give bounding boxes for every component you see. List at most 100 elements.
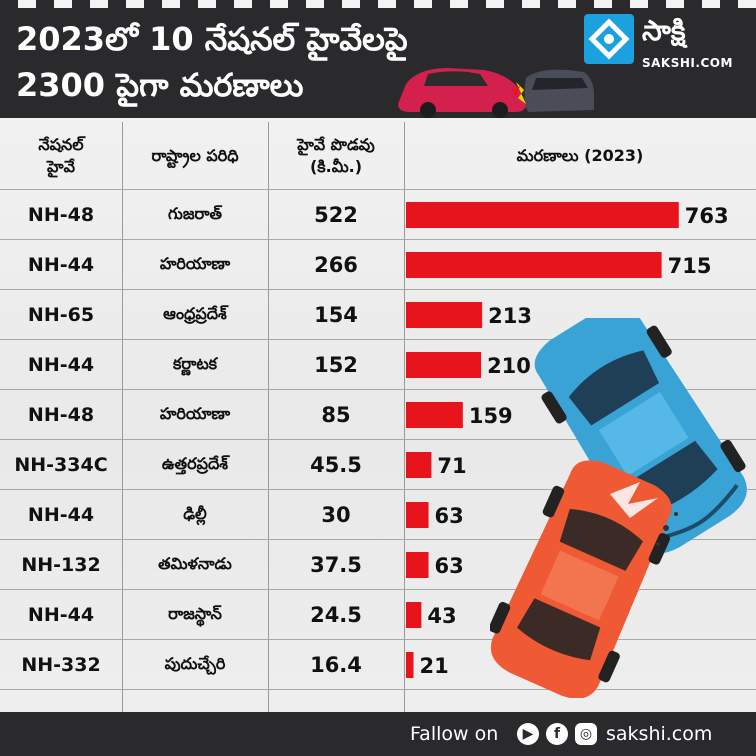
youtube-icon[interactable]: ▶ <box>517 723 539 745</box>
header-deaths: మరణాలు (2023) <box>516 146 644 165</box>
length-cell: 154 <box>314 303 358 327</box>
table-row: NH-44 హరియాణా 266 <box>0 240 756 290</box>
instagram-icon[interactable]: ◎ <box>575 723 597 745</box>
deaths-bar-chart: 763 715 213 210 159 71 63 63 43 21 <box>406 202 729 678</box>
column-divider <box>268 122 269 712</box>
bar-value-label: 21 <box>420 654 449 678</box>
row-divider <box>0 389 756 390</box>
title-line-1: 2023లో 10 నేషనల్ హైవేలపై <box>16 20 408 58</box>
state-cell: హరియాణా <box>159 253 231 273</box>
bar-1 <box>406 252 662 278</box>
header: 2023లో 10 నేషనల్ హైవేలపై 2300 పైగా మరణాల… <box>0 0 756 118</box>
table-row: NH-334C ఉత్తరప్రదేశ్ 45.5 <box>0 440 756 490</box>
table-row: NH-48 హరియాణా 85 <box>0 390 756 440</box>
brand-site: SAKSHI.COM <box>642 56 733 70</box>
bar-7 <box>406 552 429 578</box>
column-divider <box>122 122 123 712</box>
state-cell: కర్ణాటక <box>172 353 218 373</box>
bar-value-label: 715 <box>668 254 712 278</box>
highway-cell: NH-48 <box>27 404 95 426</box>
highway-cell: NH-332 <box>21 654 101 676</box>
row-divider <box>0 639 756 640</box>
bar-3 <box>406 352 482 378</box>
brand-logo-icon <box>584 14 634 64</box>
row-divider <box>0 339 756 340</box>
highway-cell: NH-44 <box>27 254 95 276</box>
crashed-cars-illustration <box>488 303 756 699</box>
row-divider <box>0 289 756 290</box>
state-cell: పుదుచ్చేరి <box>164 653 226 673</box>
bar-value-label: 159 <box>469 404 513 428</box>
bar-2 <box>406 302 483 328</box>
length-cell: 152 <box>314 353 358 377</box>
header-divider <box>0 189 756 190</box>
bar-value-label: 213 <box>488 304 532 328</box>
header-length-line2: (కి.మీ.) <box>309 157 363 176</box>
bar-value-label: 210 <box>487 354 531 378</box>
length-cell: 85 <box>321 403 351 427</box>
header-highway-line2: హైవే <box>47 157 75 176</box>
header-highway-line1: నేషనల్ <box>38 135 84 154</box>
header-length: హైవే పొడవు (కి.మీ.) <box>268 122 404 190</box>
state-cell: గుజరాత్ <box>167 203 222 223</box>
table-row: NH-132 తమిళనాడు 37.5 <box>0 540 756 590</box>
table-row: NH-48 గుజరాత్ 522 <box>0 190 756 240</box>
state-cell: ఉత్తరప్రదేశ్ <box>161 453 229 473</box>
highway-deaths-table: నేషనల్ హైవే రాష్ట్రాల పరిధి హైవే పొడవు (కి… <box>0 122 756 712</box>
length-cell: 37.5 <box>310 553 362 577</box>
header-stripe <box>0 0 756 8</box>
length-cell: 266 <box>314 253 358 277</box>
title-line-2: 2300 పైగా మరణాలు <box>16 66 304 104</box>
bar-9 <box>406 652 414 678</box>
header-highway: నేషనల్ హైవే <box>0 122 122 190</box>
brand-logo[interactable]: సాక్షి SAKSHI.COM <box>584 14 752 76</box>
bar-8 <box>406 602 422 628</box>
bar-value-label: 63 <box>435 554 464 578</box>
highway-cell: NH-132 <box>21 554 101 576</box>
highway-cell: NH-65 <box>27 304 95 326</box>
length-cell: 24.5 <box>310 603 362 627</box>
highway-cell: NH-44 <box>27 504 95 526</box>
bar-4 <box>406 402 463 428</box>
footer-site-link[interactable]: sakshi.com <box>606 723 713 745</box>
row-divider <box>0 239 756 240</box>
state-cell: తమిళనాడు <box>158 553 232 573</box>
row-divider <box>0 689 756 690</box>
length-cell: 45.5 <box>310 453 362 477</box>
state-cell: ఆంధ్రప్రదేశ్ <box>163 303 227 323</box>
footer: Fallow on ▶ f ◎ sakshi.com <box>0 712 756 756</box>
table-row: NH-44 కర్ణాటక 152 <box>0 340 756 390</box>
table-header-row: నేషనల్ హైవే రాష్ట్రాల పరిధి హైవే పొడవు (కి… <box>0 122 756 190</box>
highway-cell: NH-44 <box>27 604 95 626</box>
table-row: NH-65 ఆంధ్రప్రదేశ్ 154 <box>0 290 756 340</box>
brand-name: సాక్షి <box>642 14 686 47</box>
state-cell: రాజస్థాన్ <box>168 603 222 623</box>
length-cell: 30 <box>321 503 351 527</box>
column-divider <box>404 122 405 712</box>
row-divider <box>0 489 756 490</box>
table-row: NH-332 పుదుచ్చేరి 16.4 <box>0 640 756 690</box>
state-cell: ఢిల్లీ <box>183 503 207 523</box>
highway-cell: NH-334C <box>14 454 108 476</box>
row-divider <box>0 439 756 440</box>
header-crash-illustration <box>388 60 598 118</box>
header-state: రాష్ట్రాల పరిధి <box>151 146 239 165</box>
length-cell: 522 <box>314 203 358 227</box>
table-row: NH-44 రాజస్థాన్ 24.5 <box>0 590 756 640</box>
table-row: NH-44 ఢిల్లీ 30 <box>0 490 756 540</box>
bar-5 <box>406 452 432 478</box>
row-divider <box>0 539 756 540</box>
follow-label: Fallow on <box>410 723 499 745</box>
header-length-line1: హైవే పొడవు <box>297 135 375 154</box>
facebook-icon[interactable]: f <box>546 723 568 745</box>
row-divider <box>0 589 756 590</box>
bar-6 <box>406 502 429 528</box>
highway-cell: NH-48 <box>27 204 95 226</box>
length-cell: 16.4 <box>310 653 362 677</box>
highway-cell: NH-44 <box>27 354 95 376</box>
bar-0 <box>406 202 679 228</box>
bar-value-label: 763 <box>685 204 729 228</box>
bar-value-label: 71 <box>437 454 466 478</box>
bar-value-label: 63 <box>435 504 464 528</box>
